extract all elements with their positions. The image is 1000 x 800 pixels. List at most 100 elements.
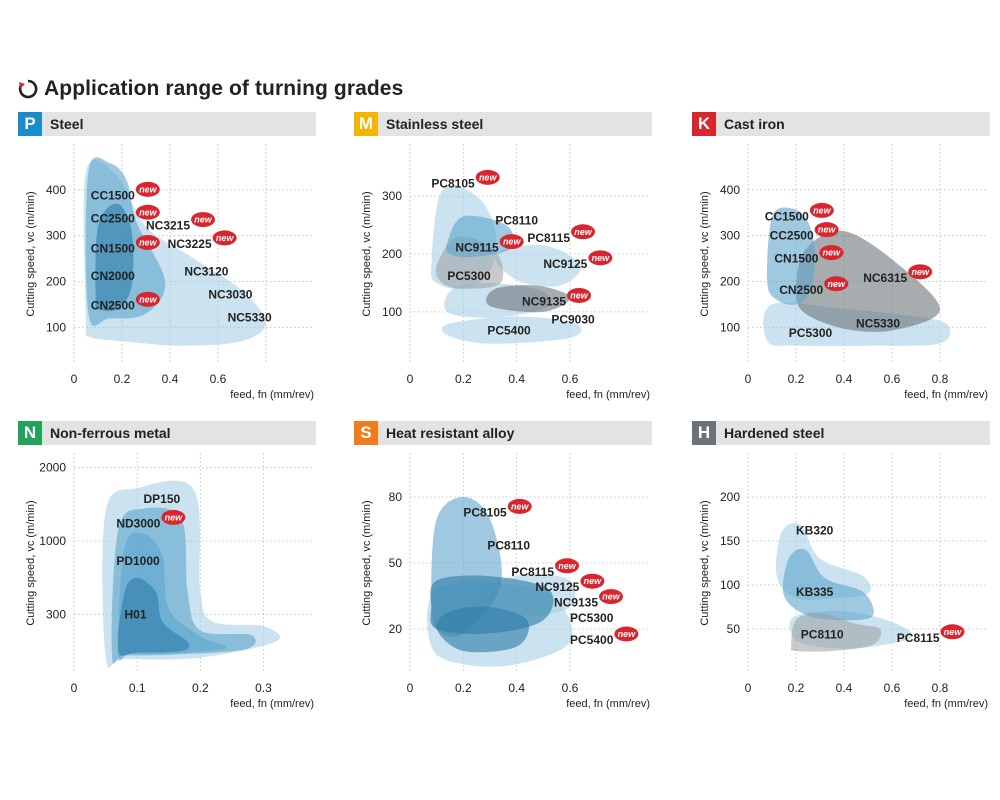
x-axis-label: feed, fn (mm/rev) <box>230 698 314 710</box>
y-tick-label: 200 <box>46 275 66 289</box>
new-badge-shape <box>499 234 524 250</box>
chart-N: 0 0.1 0.2 0.3 300 1000 2000 feed, fn (mm/rev) Cu… <box>25 453 314 710</box>
new-badge-label: new <box>165 512 184 522</box>
y-tick-label: 300 <box>46 229 66 243</box>
x-tick-label: 0 <box>71 372 78 386</box>
x-tick-label: 0 <box>407 372 414 386</box>
x-tick-label: 0.6 <box>562 372 579 386</box>
circular-arrow-icon <box>18 79 38 99</box>
grade-label: CC2500 <box>91 211 135 225</box>
grade-label: PC9030 <box>551 312 595 326</box>
y-tick-label: 100 <box>46 320 66 334</box>
grade-label: NC3215 <box>146 219 190 233</box>
x-tick-label: 0 <box>71 681 78 695</box>
x-tick-label: 0.4 <box>508 372 525 386</box>
grade-label: CC1500 <box>765 209 809 223</box>
grade-label: PC8110 <box>487 538 530 552</box>
panel-header: H Hardened steel <box>692 421 990 445</box>
new-badge: new <box>161 509 186 525</box>
x-tick-label: 0.4 <box>508 681 525 695</box>
new-badge-label: new <box>511 501 530 511</box>
new-badge-label: new <box>139 207 158 217</box>
regions <box>775 523 913 652</box>
y-tick-label: 100 <box>382 305 402 319</box>
x-tick-label: 0.3 <box>255 681 272 695</box>
new-badge-label: new <box>558 561 577 571</box>
grade-label: NC3225 <box>168 237 212 251</box>
new-badge: new <box>588 250 613 266</box>
grade-label: PC5300 <box>570 611 614 625</box>
grade-label: PC8115 <box>511 565 554 579</box>
new-badge-label: new <box>813 205 832 215</box>
x-tick-label: 0.6 <box>210 372 227 386</box>
y-tick-label: 400 <box>720 183 740 197</box>
y-tick-label: 200 <box>382 247 402 261</box>
regions <box>426 497 576 667</box>
new-badge-shape <box>191 212 216 228</box>
y-tick-label: 100 <box>720 578 740 592</box>
grade-label: PC8105 <box>431 176 475 190</box>
new-badge: new <box>824 276 849 292</box>
grade-label: PC5400 <box>487 323 531 337</box>
new-badge: new <box>499 234 524 250</box>
chart-S: 0 0.2 0.4 0.6 20 50 80 feed, fn (mm/rev) Cutting… <box>361 453 650 710</box>
panel-title: Hardened steel <box>724 425 825 441</box>
grade-label: CN2000 <box>91 269 135 283</box>
chart-M: 0 0.2 0.4 0.6 100 200 300 feed, fn (mm/rev) Cutt… <box>361 144 650 401</box>
grade-label: CN2500 <box>779 283 823 297</box>
x-tick-label: 0.6 <box>884 681 901 695</box>
new-badge-shape <box>819 245 844 261</box>
grade-label: NC5330 <box>856 317 900 331</box>
grade-label: DP150 <box>143 492 180 506</box>
category-badge: P <box>18 112 42 136</box>
new-badge-label: new <box>503 237 522 247</box>
application-region <box>441 316 582 344</box>
y-tick-label: 200 <box>720 490 740 504</box>
new-badge: new <box>908 264 933 280</box>
new-badge-shape <box>555 558 580 574</box>
new-badge: new <box>814 222 839 238</box>
new-badge-shape <box>809 202 834 218</box>
panel-title: Stainless steel <box>386 116 484 132</box>
new-badge-shape <box>567 287 592 303</box>
new-badge-label: new <box>818 225 837 235</box>
new-badge-shape <box>161 509 186 525</box>
new-badge-shape <box>571 224 596 240</box>
panel-M: M Stainless steel 0 0.2 0.4 0.6 100 200 300 fee… <box>354 112 652 412</box>
new-badge-shape <box>135 181 160 197</box>
y-axis-label: Cutting speed, vc (m/min) <box>361 500 373 625</box>
application-region <box>95 203 134 312</box>
y-tick-label: 400 <box>46 183 66 197</box>
page-title: Application range of turning grades <box>18 74 403 104</box>
new-badge-label: new <box>602 592 621 602</box>
new-badge-shape <box>212 230 237 246</box>
y-axis-label: Cutting speed, vc (m/min) <box>25 191 37 316</box>
new-badge-shape <box>614 626 639 642</box>
grade-label: CN1500 <box>774 252 818 266</box>
grade-label: PC5300 <box>447 269 491 283</box>
panel-title: Heat resistant alloy <box>386 425 515 441</box>
grade-label: NC9125 <box>543 257 587 271</box>
new-badge: new <box>212 230 237 246</box>
new-badge: new <box>599 589 624 605</box>
grade-label: PC8115 <box>527 231 570 245</box>
panel-P: P Steel 0 0.2 0.4 0.6 100 200 300 400 feed, fn (… <box>18 112 316 412</box>
application-region <box>446 215 515 258</box>
x-tick-label: 0.8 <box>932 372 949 386</box>
y-tick-label: 50 <box>389 556 403 570</box>
y-tick-label: 20 <box>389 622 403 636</box>
new-badge: new <box>191 212 216 228</box>
new-badge-label: new <box>216 233 235 243</box>
x-tick-label: 0.4 <box>836 681 853 695</box>
y-axis-label: Cutting speed, vc (m/min) <box>25 500 37 625</box>
grade-label: H01 <box>125 607 147 621</box>
new-badge-label: new <box>584 576 603 586</box>
x-tick-label: 0.2 <box>192 681 209 695</box>
x-tick-label: 0.1 <box>129 681 146 695</box>
x-tick-label: 0.2 <box>788 681 805 695</box>
regions <box>83 157 266 346</box>
new-badge-label: new <box>944 627 963 637</box>
x-tick-label: 0.4 <box>162 372 179 386</box>
grade-label: NC5330 <box>228 310 272 324</box>
x-tick-label: 0.4 <box>836 372 853 386</box>
